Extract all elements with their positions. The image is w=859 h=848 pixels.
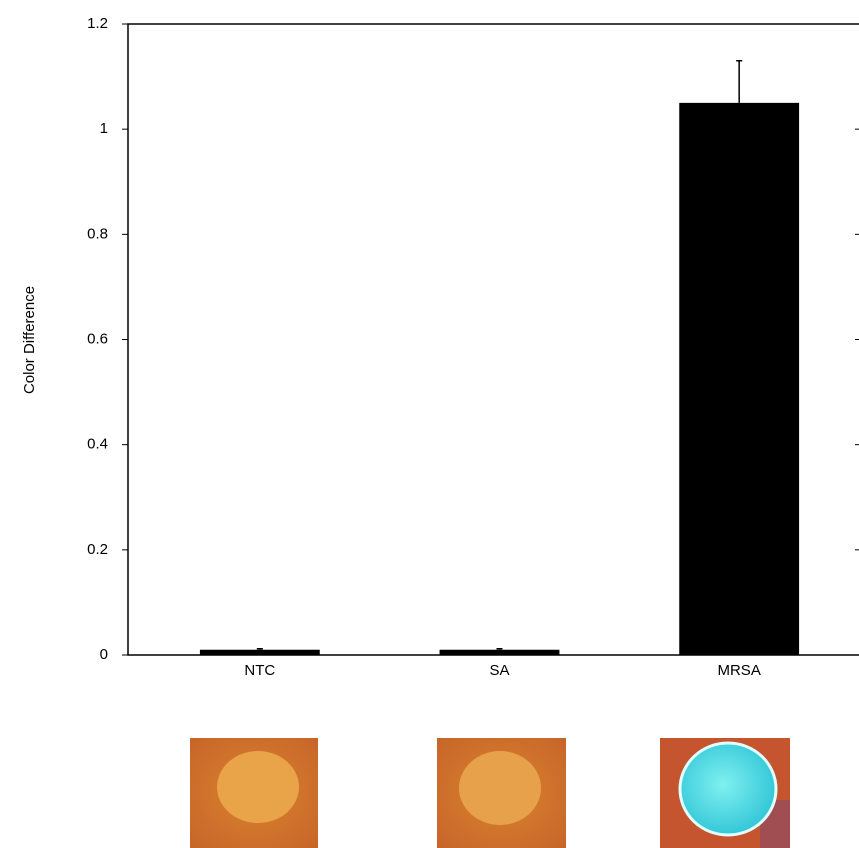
y-tick-label: 0.6 — [87, 330, 108, 347]
error-bar — [736, 61, 742, 103]
error-bar — [497, 649, 503, 650]
bar — [679, 103, 799, 655]
error-bar — [257, 649, 263, 650]
x-tick-label: NTC — [244, 662, 275, 679]
bar — [440, 650, 560, 655]
photo-spot — [459, 751, 541, 825]
y-tick-label: 1.2 — [87, 15, 108, 32]
sample-photos — [190, 738, 790, 848]
x-tick-label: SA — [489, 662, 509, 679]
y-tick-label: 0 — [100, 646, 108, 663]
photo-spot — [217, 751, 299, 823]
y-tick-label: 0.8 — [87, 225, 108, 242]
y-tick-label: 0.2 — [87, 541, 108, 558]
photo-spot — [680, 743, 776, 835]
y-axis-label: Color Difference — [21, 286, 38, 394]
y-tick-label: 0.4 — [87, 436, 108, 453]
y-tick-label: 1 — [100, 120, 108, 137]
chart: Color Difference 0 0.2 0.4 0.6 0.8 1 1.2 NTC SA M… — [0, 0, 859, 848]
x-tick-label: MRSA — [717, 662, 760, 679]
bar — [200, 650, 320, 655]
